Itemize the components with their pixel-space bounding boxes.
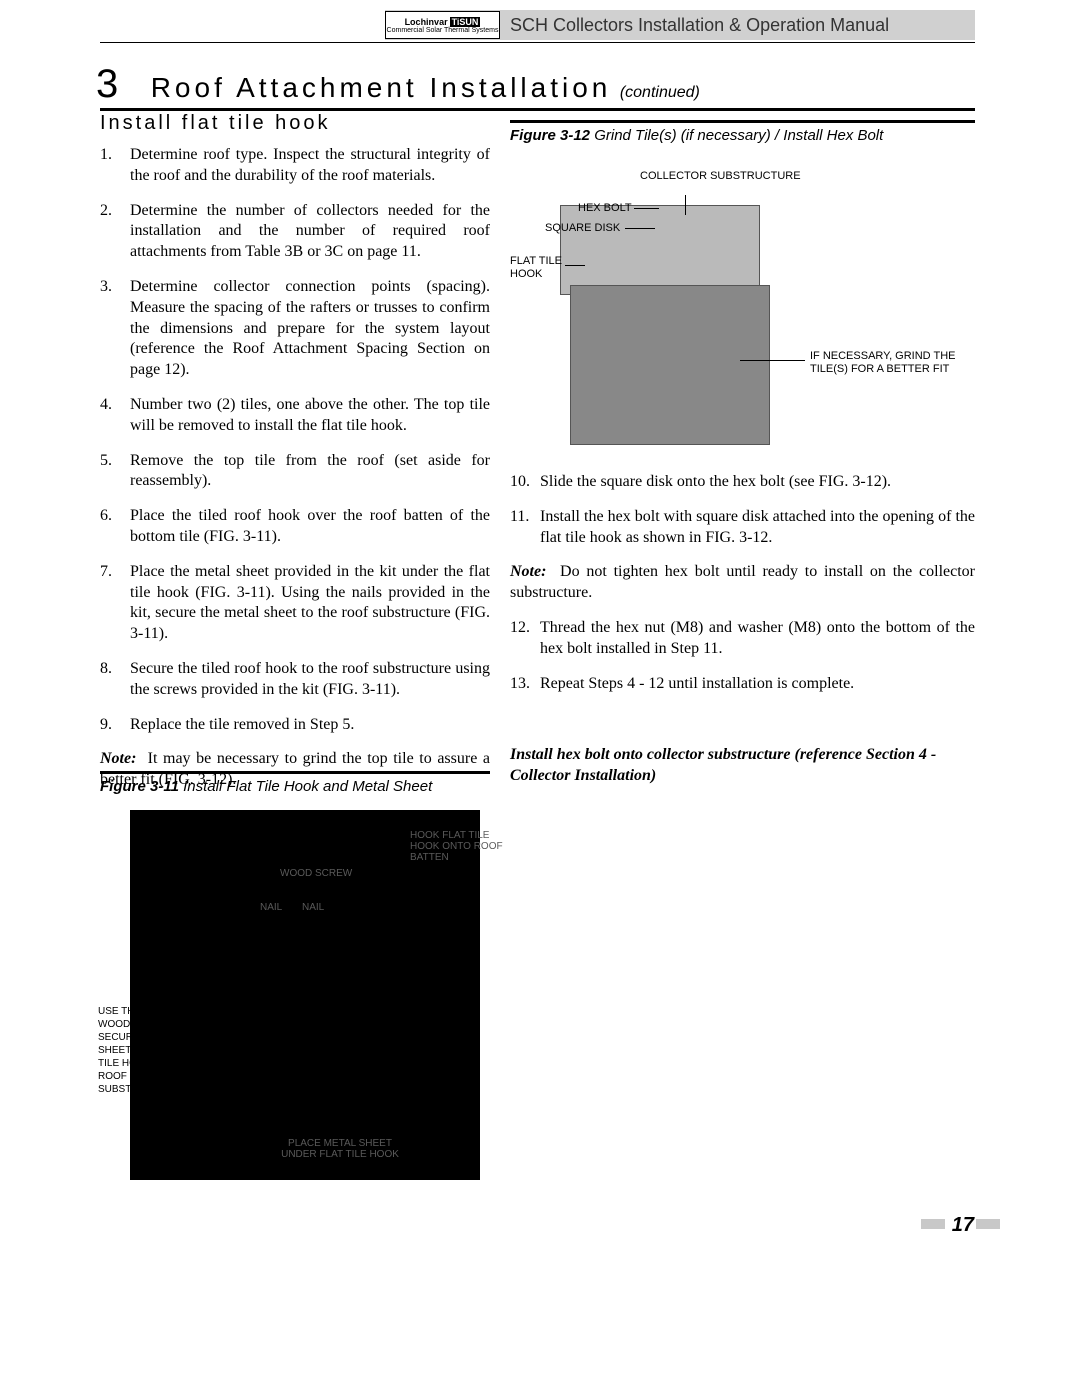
fig12-label-square: SQUARE DISK bbox=[545, 222, 620, 235]
section-number: 3 bbox=[96, 62, 122, 106]
right-steps-list-1: 10.Slide the square disk onto the hex bo… bbox=[510, 472, 975, 548]
figure-12-image: COLLECTOR SUBSTRUCTURE HEX BOLT SQUARE D… bbox=[510, 155, 975, 455]
step-10: 10.Slide the square disk onto the hex bo… bbox=[510, 472, 975, 493]
fig11-label-wood: WOOD SCREW bbox=[280, 868, 352, 879]
figure-11-image: HOOK FLAT TILE HOOK ONTO ROOF BATTEN WOO… bbox=[130, 810, 480, 1180]
header-bar: LochinvarTiSUN Commercial Solar Thermal … bbox=[385, 10, 975, 40]
right-column: 10.Slide the square disk onto the hex bo… bbox=[510, 472, 975, 708]
step-6: 6.Place the tiled roof hook over the roo… bbox=[100, 506, 490, 548]
logo-sub: TiSUN bbox=[450, 17, 481, 27]
logo-brand: Lochinvar bbox=[405, 17, 448, 27]
right-note: Note: Do not tighten hex bolt until read… bbox=[510, 562, 975, 604]
figure-12-rule bbox=[510, 120, 975, 123]
step-13: 13.Repeat Steps 4 - 12 until installatio… bbox=[510, 674, 975, 695]
step-8: 8.Secure the tiled roof hook to the roof… bbox=[100, 659, 490, 701]
fig12-label-hexbolt: HEX BOLT bbox=[578, 202, 632, 215]
step-3: 3.Determine collector connection points … bbox=[100, 277, 490, 381]
left-column: 1.Determine roof type. Inspect the struc… bbox=[100, 145, 490, 805]
section-title-text: Roof Attachment Installation bbox=[151, 72, 612, 103]
fig12-photo-bottom bbox=[570, 285, 770, 445]
fig11-label-nail2: NAIL bbox=[302, 902, 324, 913]
header-title: SCH Collectors Installation & Operation … bbox=[510, 15, 889, 36]
fig11-label-hook: HOOK FLAT TILE HOOK ONTO ROOF BATTEN bbox=[410, 830, 510, 863]
fig12-label-collector: COLLECTOR SUBSTRUCTURE bbox=[640, 170, 801, 183]
fig11-label-place: PLACE METAL SHEET UNDER FLAT TILE HOOK bbox=[270, 1138, 410, 1160]
figure-11-caption: Figure 3-11 Install Flat Tile Hook and M… bbox=[100, 778, 432, 795]
step-2: 2.Determine the number of collectors nee… bbox=[100, 201, 490, 263]
step-12: 12.Thread the hex nut (M8) and washer (M… bbox=[510, 618, 975, 660]
fig12-leader-4 bbox=[565, 265, 585, 266]
figure-11-rule bbox=[100, 771, 490, 774]
fig12-leader-5 bbox=[740, 360, 805, 361]
step-5: 5.Remove the top tile from the roof (set… bbox=[100, 451, 490, 493]
section-continued: (continued) bbox=[620, 84, 700, 101]
fig12-leader-3 bbox=[625, 228, 655, 229]
header-rule bbox=[100, 42, 975, 43]
fig12-leader-1 bbox=[685, 195, 686, 215]
fig11-label-nail1: NAIL bbox=[260, 902, 282, 913]
fig12-label-flat: FLAT TILE HOOK bbox=[510, 255, 565, 281]
step-9: 9.Replace the tile removed in Step 5. bbox=[100, 715, 490, 736]
cross-reference: Install hex bolt onto collector substruc… bbox=[510, 745, 975, 787]
logo: LochinvarTiSUN Commercial Solar Thermal … bbox=[385, 11, 500, 39]
left-steps-list: 1.Determine roof type. Inspect the struc… bbox=[100, 145, 490, 735]
page-number: 17 bbox=[952, 1214, 974, 1237]
fig12-leader-2 bbox=[634, 208, 659, 209]
fig11-label-substructure: USE THE NAILS AND WOOD SCREW TO SECURE T… bbox=[98, 1005, 198, 1096]
page-number-bar-left bbox=[921, 1219, 945, 1229]
title-rule bbox=[100, 108, 975, 111]
logo-tagline: Commercial Solar Thermal Systems bbox=[387, 27, 499, 34]
step-1: 1.Determine roof type. Inspect the struc… bbox=[100, 145, 490, 187]
section-heading: 3 Roof Attachment Installation (continue… bbox=[96, 62, 700, 107]
right-steps-list-2: 12.Thread the hex nut (M8) and washer (M… bbox=[510, 618, 975, 694]
subsection-title: Install flat tile hook bbox=[100, 112, 331, 135]
fig12-photo-top bbox=[560, 205, 760, 295]
step-7: 7.Place the metal sheet provided in the … bbox=[100, 562, 490, 645]
fig12-label-grind: IF NECESSARY, GRIND THE TILE(S) FOR A BE… bbox=[810, 350, 960, 376]
step-4: 4.Number two (2) tiles, one above the ot… bbox=[100, 395, 490, 437]
page-number-bar-right bbox=[976, 1219, 1000, 1229]
figure-12-caption: Figure 3-12 Grind Tile(s) (if necessary)… bbox=[510, 127, 883, 144]
step-11: 11.Install the hex bolt with square disk… bbox=[510, 507, 975, 549]
